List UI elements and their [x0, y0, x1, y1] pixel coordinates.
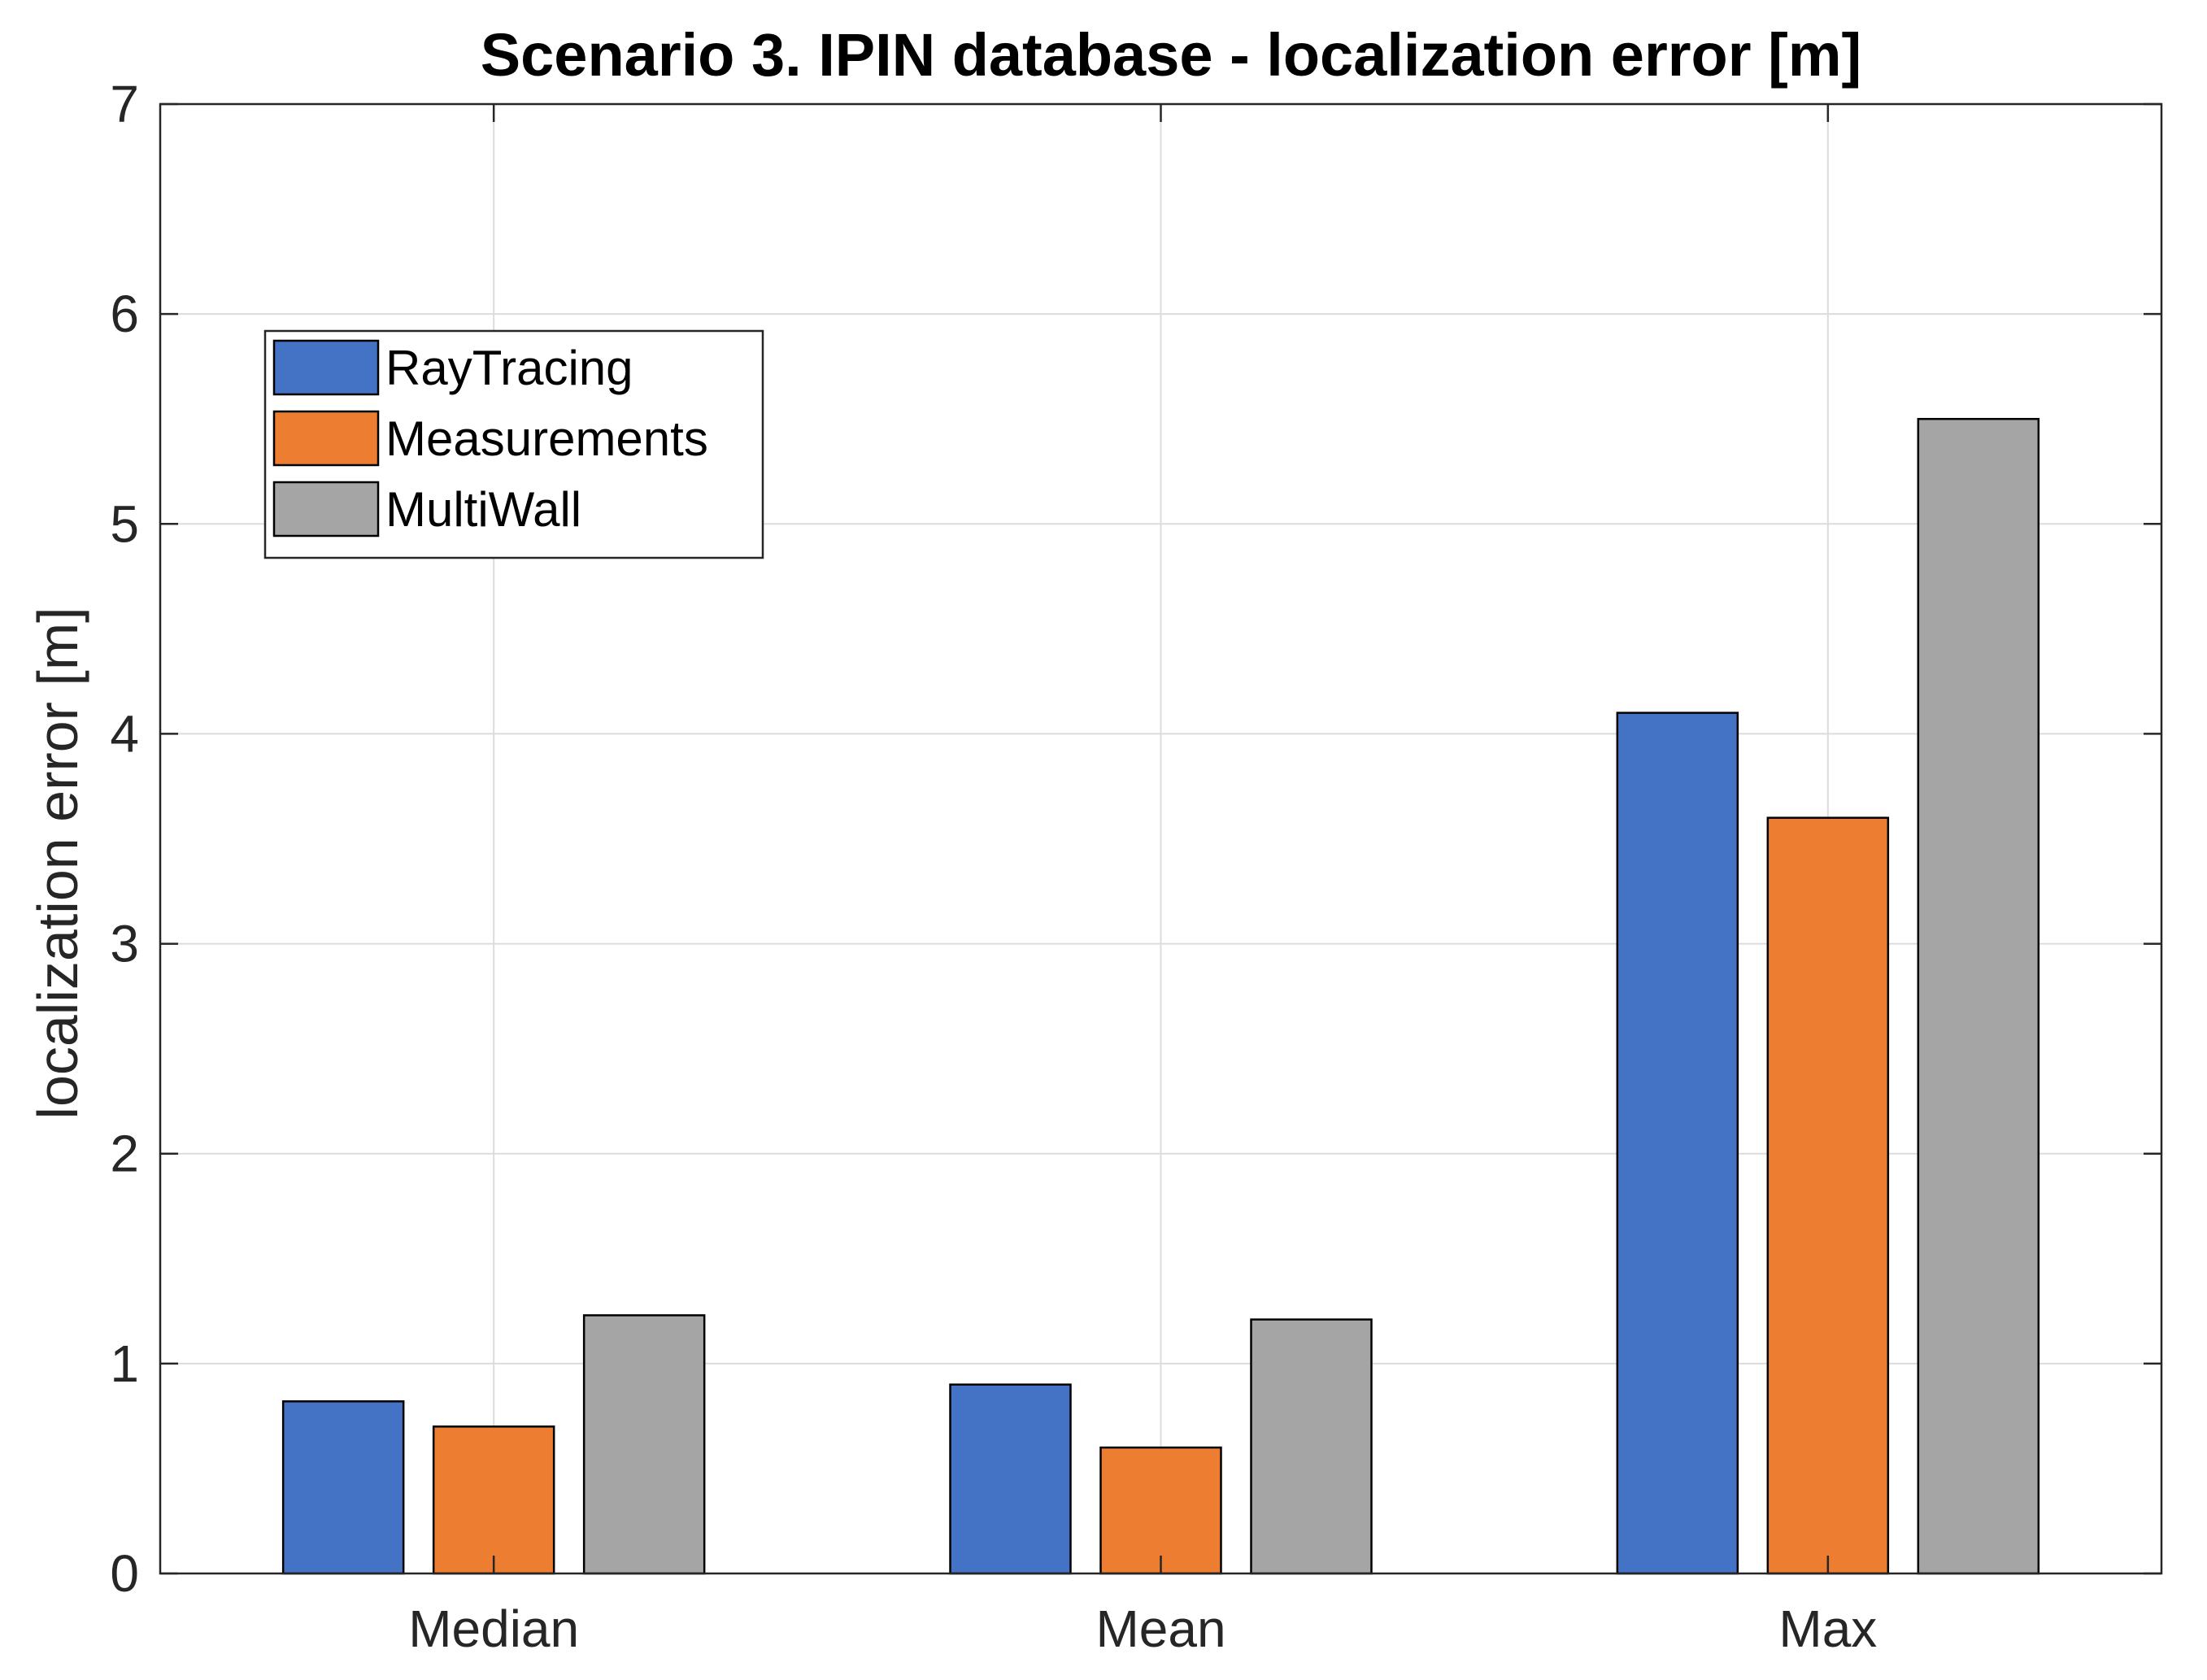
- legend-swatch-measurements: [272, 410, 380, 467]
- legend: RayTracing Measurements MultiWall: [263, 329, 764, 559]
- y-tick-label: 5: [110, 494, 139, 553]
- bar-multiwall-median: [582, 1314, 706, 1575]
- y-tick-label: 2: [110, 1125, 139, 1183]
- x-tick-label: Mean: [1095, 1599, 1225, 1658]
- bar-raytracing-max: [1616, 712, 1739, 1575]
- legend-label-raytracing: RayTracing: [385, 341, 633, 395]
- y-tick-label: 6: [110, 285, 139, 343]
- bar-multiwall-mean: [1250, 1318, 1373, 1575]
- bars: [281, 417, 2040, 1575]
- y-tick-label: 3: [110, 915, 139, 973]
- bar-raytracing-mean: [949, 1383, 1072, 1575]
- x-tick-label: Median: [408, 1599, 579, 1658]
- chart-title: Scenario 3. IPIN database - localization…: [481, 21, 1861, 89]
- bar-raytracing-median: [281, 1400, 405, 1575]
- bar-measurements-median: [432, 1425, 555, 1575]
- legend-swatch-multiwall: [272, 481, 380, 538]
- bar-multiwall-max: [1917, 417, 2040, 1575]
- y-axis-label: localization error [m]: [26, 607, 89, 1119]
- y-tick-label: 0: [110, 1544, 139, 1603]
- y-tick-label: 4: [110, 704, 139, 763]
- x-tick-label: Max: [1778, 1599, 1877, 1658]
- x-tick-labels: Median Mean Max: [408, 1599, 1877, 1658]
- bar-measurements-mean: [1099, 1446, 1222, 1575]
- legend-label-multiwall: MultiWall: [385, 482, 581, 537]
- legend-label-measurements: Measurements: [385, 411, 708, 466]
- legend-swatch-raytracing: [272, 339, 380, 396]
- bar-measurements-max: [1766, 816, 1890, 1575]
- y-tick-labels: 0 1 2 3 4 5 6 7: [110, 75, 139, 1603]
- axis-ticks: [160, 102, 2161, 1575]
- y-tick-label: 1: [110, 1334, 139, 1393]
- y-tick-label: 7: [110, 75, 139, 133]
